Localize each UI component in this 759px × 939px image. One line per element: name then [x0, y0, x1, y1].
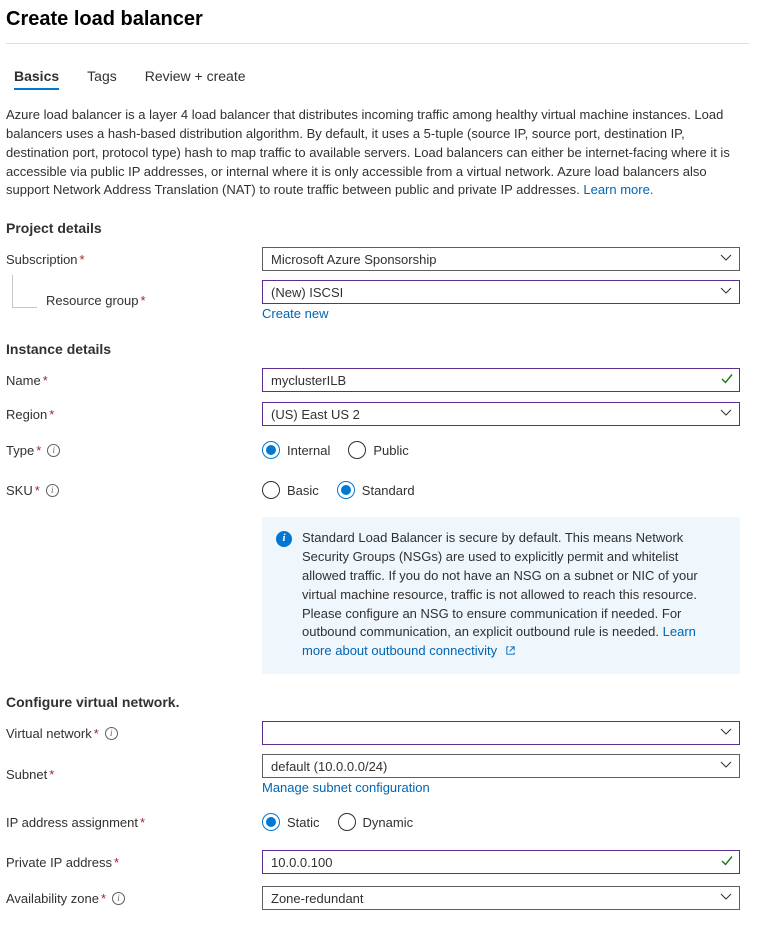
ip-assignment-radio-group: Static Dynamic [262, 813, 740, 831]
required-marker: * [36, 443, 41, 458]
radio-label: Static [287, 815, 320, 830]
required-marker: * [35, 483, 40, 498]
tab-basics[interactable]: Basics [14, 64, 59, 90]
label-region: Region [6, 407, 47, 422]
subscription-select[interactable]: Microsoft Azure Sponsorship [262, 247, 740, 271]
label-sku: SKU [6, 483, 33, 498]
type-radio-group: Internal Public [262, 441, 740, 459]
label-ip-assignment: IP address assignment [6, 815, 138, 830]
required-marker: * [80, 252, 85, 267]
required-marker: * [140, 815, 145, 830]
radio-ip-static[interactable]: Static [262, 813, 320, 831]
label-resource-group: Resource group [46, 293, 139, 308]
info-icon[interactable]: i [46, 484, 59, 497]
radio-label: Public [373, 443, 408, 458]
section-project-details: Project details [6, 220, 749, 236]
radio-type-public[interactable]: Public [348, 441, 408, 459]
radio-label: Standard [362, 483, 415, 498]
page-title: Create load balancer [6, 8, 749, 31]
section-instance-details: Instance details [6, 341, 749, 357]
create-new-link[interactable]: Create new [262, 306, 740, 321]
check-icon [720, 854, 734, 871]
required-marker: * [114, 855, 119, 870]
region-select[interactable]: (US) East US 2 [262, 402, 740, 426]
subnet-select[interactable]: default (10.0.0.0/24) [262, 754, 740, 778]
info-icon[interactable]: i [47, 444, 60, 457]
required-marker: * [43, 373, 48, 388]
required-marker: * [49, 407, 54, 422]
sku-radio-group: Basic Standard [262, 481, 740, 499]
tab-tags[interactable]: Tags [87, 64, 117, 90]
availability-zone-select[interactable]: Zone-redundant [262, 886, 740, 910]
learn-more-link[interactable]: Learn more. [583, 182, 653, 197]
label-name: Name [6, 373, 41, 388]
label-subscription: Subscription [6, 252, 78, 267]
check-icon [720, 372, 734, 389]
radio-label: Internal [287, 443, 330, 458]
intro-text: Azure load balancer is a layer 4 load ba… [6, 106, 746, 200]
required-marker: * [94, 726, 99, 741]
radio-label: Basic [287, 483, 319, 498]
resource-group-select[interactable]: (New) ISCSI [262, 280, 740, 304]
label-virtual-network: Virtual network [6, 726, 92, 741]
info-icon[interactable]: i [105, 727, 118, 740]
external-link-icon [505, 643, 516, 662]
manage-subnet-link[interactable]: Manage subnet configuration [262, 780, 740, 795]
label-type: Type [6, 443, 34, 458]
tab-review-create[interactable]: Review + create [145, 64, 246, 90]
radio-label: Dynamic [363, 815, 414, 830]
radio-sku-standard[interactable]: Standard [337, 481, 415, 499]
private-ip-input[interactable]: 10.0.0.100 [262, 850, 740, 874]
required-marker: * [49, 767, 54, 782]
required-marker: * [101, 891, 106, 906]
radio-sku-basic[interactable]: Basic [262, 481, 319, 499]
tabs: Basics Tags Review + create [14, 64, 749, 90]
info-icon: i [276, 531, 292, 547]
label-availability-zone: Availability zone [6, 891, 99, 906]
radio-ip-dynamic[interactable]: Dynamic [338, 813, 414, 831]
divider [6, 43, 749, 44]
info-box-text: Standard Load Balancer is secure by defa… [302, 530, 698, 639]
info-icon[interactable]: i [112, 892, 125, 905]
label-private-ip: Private IP address [6, 855, 112, 870]
info-box: i Standard Load Balancer is secure by de… [262, 517, 740, 674]
virtual-network-select[interactable] [262, 721, 740, 745]
radio-type-internal[interactable]: Internal [262, 441, 330, 459]
label-subnet: Subnet [6, 767, 47, 782]
section-configure-vnet: Configure virtual network. [6, 694, 749, 710]
name-input[interactable]: myclusterILB [262, 368, 740, 392]
required-marker: * [141, 293, 146, 308]
